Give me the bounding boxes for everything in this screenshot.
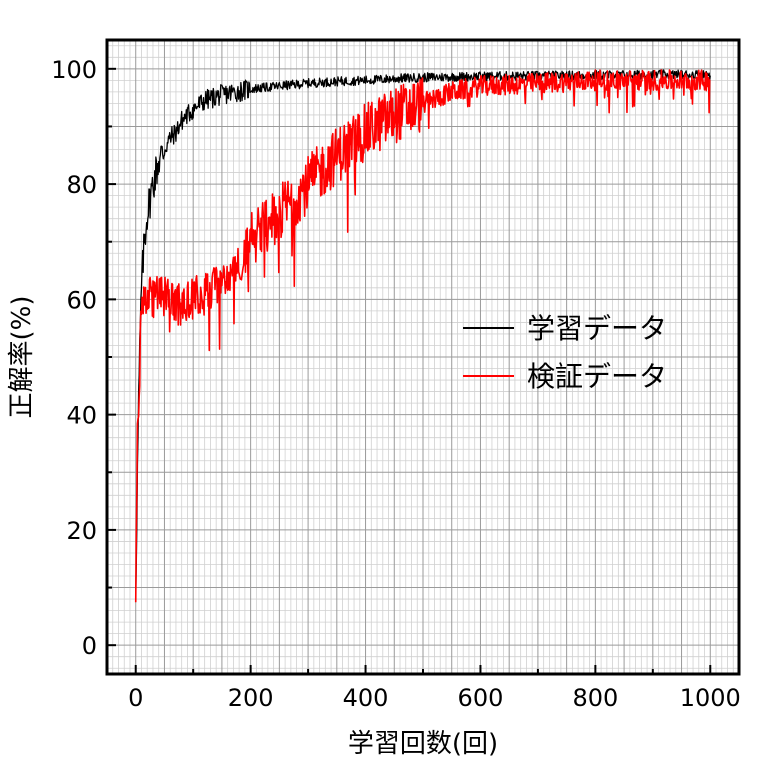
x-tick-label: 800: [572, 684, 618, 712]
x-tick-label: 600: [458, 684, 504, 712]
x-tick-label: 0: [128, 684, 143, 712]
legend-label-val: 検証データ: [527, 360, 667, 393]
series-line-train: [135, 69, 711, 597]
major-gridlines: [106, 40, 740, 674]
x-ticks: 0 200 400 600 800 1000: [128, 665, 741, 712]
y-ticks: 0 20 40 60 80 100: [51, 56, 116, 660]
legend: 学習データ 検証データ: [463, 312, 667, 393]
series-layer: [134, 69, 711, 603]
legend-label-train: 学習データ: [527, 312, 667, 345]
x-tick-label: 200: [228, 684, 274, 712]
y-tick-label: 0: [82, 632, 97, 660]
x-tick-label: 400: [343, 684, 389, 712]
x-tick-label: 1000: [680, 684, 741, 712]
y-tick-label: 100: [51, 56, 97, 84]
series-line-validation: [134, 69, 711, 603]
y-tick-label: 60: [66, 286, 97, 314]
y-axis-title: 正解率(%): [7, 296, 37, 419]
x-axis-title: 学習回数(回): [348, 729, 498, 759]
y-tick-label: 40: [66, 402, 97, 430]
y-tick-label: 80: [66, 171, 97, 199]
y-tick-label: 20: [66, 517, 97, 545]
